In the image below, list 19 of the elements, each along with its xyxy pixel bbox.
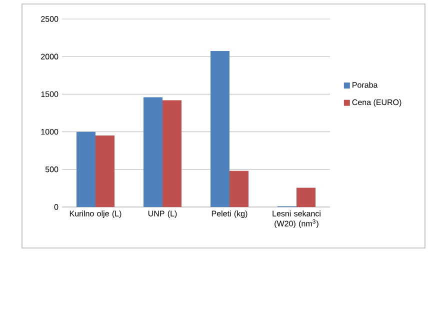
bar: [76, 132, 96, 207]
bar: [296, 188, 316, 207]
bar: [144, 97, 163, 207]
x-tick-label: Lesni sekanci (W20) (nm$^{3}$): [272, 210, 320, 228]
y-tick-label: 2500: [41, 16, 58, 22]
y-tick-label: 1000: [41, 128, 58, 135]
bar: [210, 50, 230, 207]
bar: [96, 136, 115, 207]
legend-label: Poraba: [352, 82, 378, 88]
x-tick-label: UNP (L): [148, 210, 177, 218]
bar: [230, 170, 249, 207]
y-tick-label: 0: [54, 204, 58, 210]
y-tick-label: 1500: [41, 91, 58, 98]
legend-label: Cena (EURO): [352, 99, 402, 107]
x-tick-label: Peleti (kg): [212, 210, 248, 218]
y-tick-label: 500: [45, 166, 58, 172]
y-tick-label: 2000: [41, 54, 58, 60]
bar: [162, 100, 182, 207]
x-tick-label: Kurilno olje (L): [70, 210, 122, 218]
